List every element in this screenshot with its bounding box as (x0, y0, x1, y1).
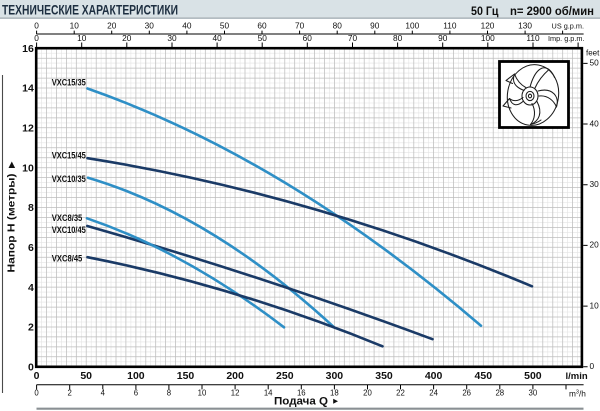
svg-text:8: 8 (167, 389, 171, 398)
svg-text:n= 2900 об/мин: n= 2900 об/мин (510, 6, 594, 18)
svg-text:10: 10 (77, 33, 87, 43)
svg-text:450: 450 (475, 370, 493, 382)
svg-text:2: 2 (28, 322, 34, 334)
svg-text:Imp. g.p.m.: Imp. g.p.m. (548, 34, 585, 43)
svg-text:22: 22 (396, 389, 405, 398)
svg-text:10: 10 (198, 389, 207, 398)
svg-text:18: 18 (330, 389, 339, 398)
svg-text:90: 90 (370, 21, 380, 31)
svg-text:ТЕХНИЧЕСКИЕ ХАРАКТЕРИСТИКИ: ТЕХНИЧЕСКИЕ ХАРАКТЕРИСТИКИ (2, 3, 178, 18)
svg-text:0: 0 (28, 361, 34, 373)
svg-text:20: 20 (590, 240, 600, 250)
svg-text:16: 16 (22, 43, 34, 55)
svg-text:20: 20 (122, 33, 132, 43)
svg-text:350: 350 (375, 370, 393, 382)
svg-text:400: 400 (425, 370, 443, 382)
svg-text:VXC15/35: VXC15/35 (52, 78, 86, 88)
svg-text:120: 120 (481, 21, 495, 31)
svg-text:VXC8/45: VXC8/45 (52, 254, 83, 264)
svg-text:130: 130 (518, 21, 532, 31)
svg-text:28: 28 (495, 389, 504, 398)
svg-text:VXC8/35: VXC8/35 (52, 213, 83, 223)
svg-text:12: 12 (231, 389, 240, 398)
svg-text:2: 2 (68, 389, 72, 398)
svg-text:US g.p.m.: US g.p.m. (552, 22, 584, 31)
svg-text:60: 60 (257, 21, 267, 31)
svg-text:l/min: l/min (566, 371, 588, 382)
svg-text:70: 70 (348, 33, 358, 43)
svg-text:10: 10 (70, 21, 80, 31)
svg-text:30: 30 (590, 179, 600, 189)
svg-text:40: 40 (590, 118, 600, 128)
svg-text:14: 14 (22, 83, 34, 95)
svg-text:50 Гц: 50 Гц (471, 6, 499, 18)
svg-text:VXC10/35: VXC10/35 (52, 174, 86, 184)
svg-text:4: 4 (101, 389, 106, 398)
svg-text:30: 30 (529, 389, 538, 398)
svg-text:90: 90 (438, 33, 448, 43)
svg-text:70: 70 (295, 21, 305, 31)
svg-text:150: 150 (177, 370, 195, 382)
svg-text:20: 20 (363, 389, 372, 398)
svg-text:50: 50 (590, 58, 600, 68)
svg-text:500: 500 (524, 370, 542, 382)
svg-text:m3/h: m3/h (569, 389, 586, 399)
svg-text:Напор H (метры): Напор H (метры) (6, 174, 18, 273)
svg-text:110: 110 (526, 33, 540, 43)
svg-text:8: 8 (28, 202, 34, 214)
svg-text:VXC15/45: VXC15/45 (52, 151, 86, 161)
svg-text:0: 0 (34, 389, 39, 398)
svg-text:40: 40 (212, 33, 222, 43)
svg-text:100: 100 (405, 21, 419, 31)
svg-text:40: 40 (182, 21, 192, 31)
svg-text:250: 250 (276, 370, 294, 382)
svg-text:100: 100 (127, 370, 145, 382)
svg-text:100: 100 (481, 33, 495, 43)
svg-text:0: 0 (34, 370, 40, 382)
svg-text:60: 60 (303, 33, 313, 43)
svg-text:10: 10 (590, 300, 600, 310)
svg-text:6: 6 (28, 242, 34, 254)
svg-text:16: 16 (297, 389, 306, 398)
svg-text:30: 30 (145, 21, 155, 31)
svg-text:24: 24 (429, 389, 438, 398)
svg-text:0: 0 (590, 361, 595, 371)
svg-text:20: 20 (107, 21, 117, 31)
svg-text:300: 300 (326, 370, 344, 382)
svg-text:80: 80 (333, 21, 343, 31)
svg-text:0: 0 (34, 21, 39, 31)
svg-text:26: 26 (462, 389, 471, 398)
svg-text:50: 50 (80, 370, 92, 382)
svg-text:80: 80 (393, 33, 403, 43)
svg-text:12: 12 (22, 122, 34, 134)
svg-text:Подача Q: Подача Q (274, 395, 328, 407)
svg-text:30: 30 (167, 33, 177, 43)
svg-text:10: 10 (22, 162, 34, 174)
svg-text:4: 4 (28, 282, 34, 294)
svg-text:feet: feet (586, 49, 600, 58)
svg-text:6: 6 (134, 389, 138, 398)
svg-text:110: 110 (443, 21, 457, 31)
svg-text:200: 200 (226, 370, 244, 382)
svg-text:50: 50 (220, 21, 230, 31)
svg-text:50: 50 (258, 33, 268, 43)
svg-text:14: 14 (264, 389, 273, 398)
svg-text:0: 0 (34, 33, 39, 43)
svg-text:VXC10/45: VXC10/45 (52, 225, 86, 235)
